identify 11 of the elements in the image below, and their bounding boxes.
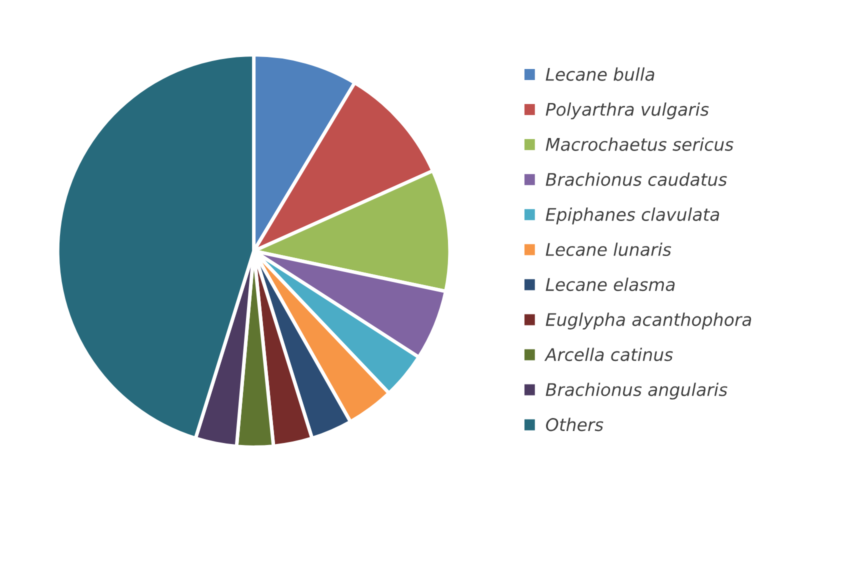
legend-label: Epiphanes clavulata <box>546 208 720 224</box>
legend-label: Arcella catinus <box>544 348 673 362</box>
legend-label: Polyarthra vulgaris <box>546 102 709 120</box>
legend-label: Lecane lunaris <box>546 242 672 256</box>
legend-label: Lecane bulla <box>546 67 654 81</box>
legend-label: Others <box>546 418 604 432</box>
legend-label: Euglypha acanthophora <box>546 312 752 330</box>
legend-label: Macrochaetus sericus <box>546 138 734 151</box>
legend-label: Brachionus angularis <box>546 382 728 400</box>
legend-label: Brachionus caudatus <box>546 172 727 186</box>
legend-label: Lecane elasma <box>546 278 675 292</box>
